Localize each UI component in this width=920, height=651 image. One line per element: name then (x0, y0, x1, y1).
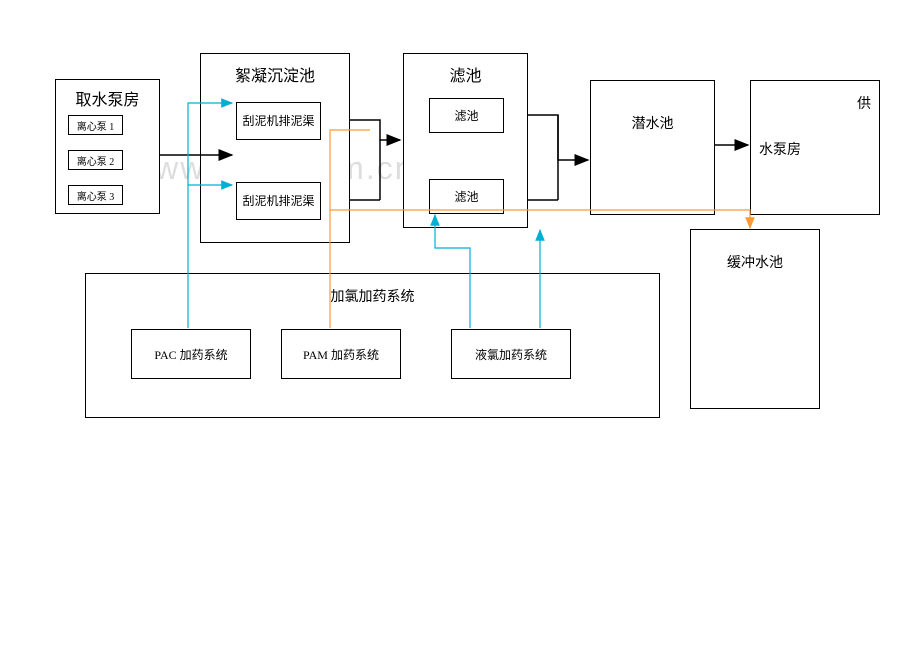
filter-2: 滤池 (429, 179, 504, 214)
pump-2: 离心泵 2 (68, 150, 123, 170)
mud-2: 刮泥机排泥渠 (236, 182, 321, 220)
filter-box: 滤池 滤池 滤池 (403, 53, 528, 228)
dosing-system-box: 加氯加药系统 PAC 加药系统 PAM 加药系统 液氯加药系统 (85, 273, 660, 418)
floc-sed-box: 絮凝沉淀池 刮泥机排泥渠 刮泥机排泥渠 (200, 53, 350, 243)
buffer-pool-label: 缓冲水池 (727, 252, 783, 272)
buffer-pool-box: 缓冲水池 (690, 229, 820, 409)
intake-pump-title: 取水泵房 (56, 86, 159, 110)
arrow-filter-to-dive (528, 115, 588, 160)
dive-pool-label: 潜水池 (632, 113, 674, 133)
pump-house-side-label: 供 (857, 93, 871, 113)
filter-1: 滤池 (429, 98, 504, 133)
pump-house-box: 供 水泵房 (750, 80, 880, 215)
dive-pool-box: 潜水池 (590, 80, 715, 215)
pump-1: 离心泵 1 (68, 115, 123, 135)
pam-box: PAM 加药系统 (281, 329, 401, 379)
pump-3: 离心泵 3 (68, 185, 123, 205)
intake-pump-box: 取水泵房 离心泵 1 离心泵 2 离心泵 3 (55, 79, 160, 214)
floc-sed-title: 絮凝沉淀池 (201, 62, 349, 86)
chlorine-box: 液氯加药系统 (451, 329, 571, 379)
pump-house-label: 水泵房 (759, 139, 801, 159)
pac-box: PAC 加药系统 (131, 329, 251, 379)
filter-title: 滤池 (404, 62, 527, 86)
mud-1: 刮泥机排泥渠 (236, 102, 321, 140)
arrow-floc-to-filter (350, 120, 400, 140)
dosing-title: 加氯加药系统 (86, 286, 659, 306)
